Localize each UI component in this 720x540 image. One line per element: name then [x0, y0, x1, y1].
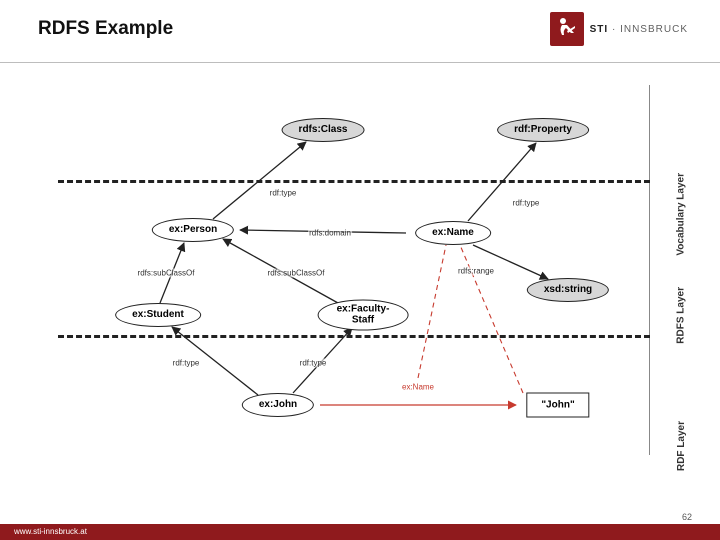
node-ex-facultystaff: ex:Faculty-Staff — [318, 300, 409, 331]
node-xsd-string: xsd:string — [527, 278, 609, 302]
node-rdfs-class: rdfs:Class — [282, 118, 365, 142]
brand-logo: STI · INNSBRUCK — [550, 12, 688, 46]
node-literal-john: "John" — [526, 393, 589, 418]
edge-label: rdfs:range — [457, 267, 495, 276]
edge-label: ex:Name — [401, 383, 435, 392]
edge-label: rdf:type — [299, 359, 328, 368]
layer-label: RDFS Layer — [676, 287, 687, 344]
header-rule — [0, 62, 720, 63]
node-rdf-property: rdf:Property — [497, 118, 589, 142]
node-ex-person: ex:Person — [152, 218, 234, 242]
layer-divider — [649, 335, 650, 455]
footer-url: www.sti-innsbruck.at — [14, 524, 87, 540]
slide-title: RDFS Example — [38, 18, 173, 40]
node-ex-john: ex:John — [242, 393, 314, 417]
edge-label: rdfs:subClassOf — [137, 269, 196, 278]
edge-label: rdf:type — [269, 189, 298, 198]
logo-text: STI · INNSBRUCK — [590, 24, 688, 35]
slide: RDFS Example STI · INNSBRUCK Vocabulary … — [0, 0, 720, 540]
edge-label: rdfs:domain — [308, 229, 352, 238]
diagram-canvas: Vocabulary Layer RDFS Layer RDF Layer — [58, 85, 674, 490]
node-ex-student: ex:Student — [115, 303, 201, 327]
logo-mark-icon — [550, 12, 584, 46]
edge-label: rdf:type — [172, 359, 201, 368]
page-number: 62 — [682, 512, 692, 522]
node-ex-name: ex:Name — [415, 221, 491, 245]
edge-label: rdf:type — [512, 199, 541, 208]
layer-divider — [649, 85, 650, 180]
layer-label: RDF Layer — [676, 421, 687, 471]
edge-label: rdfs:subClassOf — [267, 269, 326, 278]
footer-bar: www.sti-innsbruck.at — [0, 524, 720, 540]
layer-label: Vocabulary Layer — [676, 173, 687, 256]
layer-divider — [649, 180, 650, 335]
layer-separator — [58, 180, 650, 183]
layer-separator — [58, 335, 650, 338]
